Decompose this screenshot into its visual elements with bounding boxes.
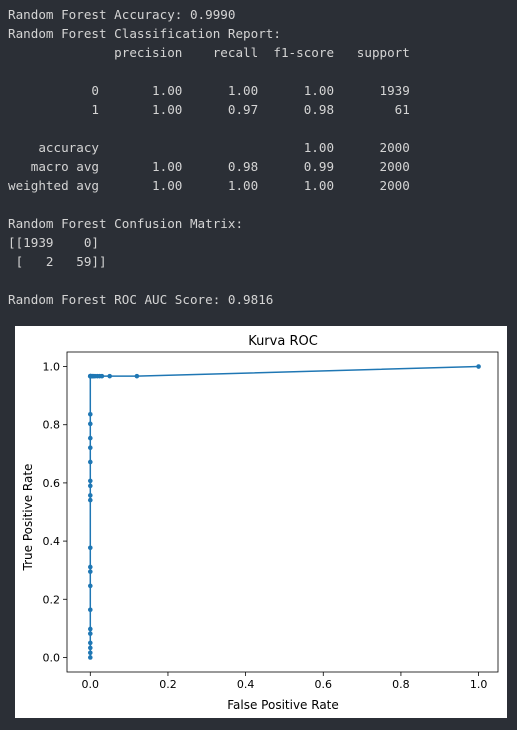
roc-point (87, 478, 93, 484)
roc-point (87, 626, 93, 632)
x-tick-label: 0.2 (159, 678, 177, 691)
console-line: 1 1.00 0.97 0.98 61 (8, 102, 410, 117)
roc-point (87, 655, 93, 660)
chart-title: Kurva ROC (248, 334, 318, 349)
roc-point (87, 650, 93, 656)
y-axis-label: True Positive Rate (21, 464, 35, 572)
roc-point (87, 421, 93, 427)
roc-point (87, 435, 93, 441)
roc-point (87, 645, 93, 651)
roc-series (87, 364, 481, 660)
console-line: Random Forest Accuracy: 0.9990 (8, 7, 236, 22)
x-tick-label: 1.0 (470, 678, 488, 691)
console-line: Random Forest ROC AUC Score: 0.9816 (8, 292, 274, 307)
x-axis-label: False Positive Rate (227, 698, 339, 712)
x-tick-label: 0.4 (237, 678, 255, 691)
roc-point (99, 373, 105, 379)
roc-point (87, 459, 93, 465)
console-line: [[1939 0] (8, 235, 99, 250)
roc-point (87, 445, 93, 451)
x-tick-label: 0.6 (315, 678, 333, 691)
roc-plot-figure: Kurva ROC False Positive Rate True Posit… (15, 326, 507, 718)
console-line: Random Forest Confusion Matrix: (8, 216, 244, 231)
y-tick-label: 0.8 (43, 419, 61, 432)
x-tick-label: 0.8 (392, 678, 410, 691)
roc-point (87, 640, 93, 646)
y-tick-label: 0.6 (43, 477, 61, 490)
roc-point (87, 545, 93, 551)
console-line: [ 2 59]] (8, 254, 107, 269)
roc-point (87, 493, 93, 498)
roc-point (107, 373, 113, 379)
roc-chart: Kurva ROC False Positive Rate True Posit… (21, 334, 499, 712)
console-line: precision recall f1-score support (8, 45, 410, 60)
y-tick-label: 0.0 (43, 651, 61, 664)
console-line: Random Forest Classification Report: (8, 26, 281, 41)
y-tick-label: 1.0 (43, 361, 61, 374)
y-tick-label: 0.4 (43, 535, 61, 548)
axis-ticks: 0.0 0.2 0.4 0.6 0.8 1.0 0.0 0.2 0.4 0.6 0.8 1.0 (43, 361, 488, 691)
roc-point (87, 483, 93, 489)
roc-point (87, 607, 93, 613)
roc-curve-line (89, 365, 479, 658)
roc-point (87, 569, 93, 574)
console-line: 0 1.00 1.00 1.00 1939 (8, 83, 410, 98)
console-line: weighted avg 1.00 1.00 1.00 2000 (8, 178, 410, 193)
console-line: macro avg 1.00 0.98 0.99 2000 (8, 159, 410, 174)
console-line: accuracy 1.00 2000 (8, 140, 410, 155)
roc-point (87, 564, 93, 570)
y-tick-label: 0.2 (43, 593, 61, 606)
plot-area (66, 351, 499, 673)
roc-point (476, 364, 481, 369)
x-tick-label: 0.0 (82, 678, 100, 691)
roc-point (87, 497, 93, 503)
roc-point (134, 373, 140, 379)
console-output: Random Forest Accuracy: 0.9990 Random Fo… (8, 5, 410, 309)
roc-point (87, 631, 93, 636)
roc-point (87, 583, 93, 589)
roc-point (87, 411, 93, 417)
